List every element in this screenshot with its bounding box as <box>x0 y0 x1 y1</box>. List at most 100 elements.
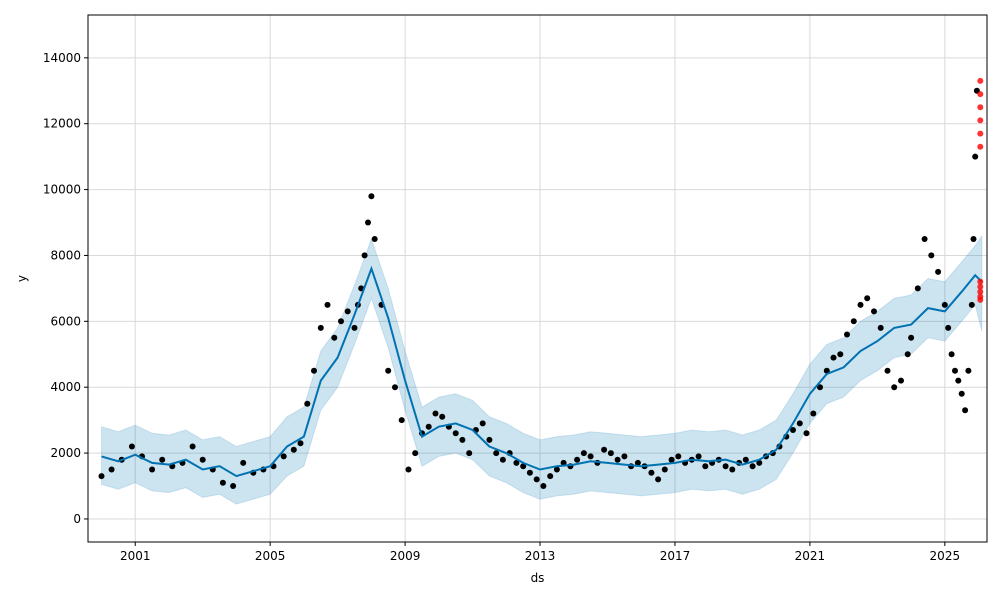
observed-point <box>898 377 904 384</box>
observed-point <box>742 456 749 463</box>
observed-point <box>540 483 547 489</box>
observed-point <box>547 473 554 480</box>
observed-point <box>371 236 378 242</box>
observed-point <box>520 463 527 470</box>
observed-point <box>311 367 317 374</box>
observed-point <box>601 446 608 453</box>
observed-point <box>240 459 247 466</box>
test-points <box>977 77 984 303</box>
y-tick-label: 4000 <box>50 380 81 394</box>
observed-point <box>432 410 439 417</box>
observed-point <box>499 456 506 463</box>
observed-point <box>466 450 473 457</box>
test-point <box>977 278 984 285</box>
forecast-line <box>101 265 983 478</box>
observed-point <box>351 324 358 331</box>
observed-point <box>908 334 915 341</box>
observed-point <box>729 466 736 473</box>
observed-point <box>702 463 709 470</box>
observed-point <box>823 367 830 374</box>
x-tick-label: 2017 <box>660 549 691 563</box>
observed-point <box>928 252 935 259</box>
observed-point <box>668 456 675 463</box>
observed-point <box>412 450 419 457</box>
observed-point <box>199 456 206 463</box>
observed-point <box>368 193 375 200</box>
test-point <box>977 77 984 84</box>
observed-point <box>945 324 952 331</box>
y-tick-label: 8000 <box>50 248 81 262</box>
observed-point <box>904 351 911 358</box>
observed-point <box>722 463 729 470</box>
observed-point <box>962 407 969 414</box>
observed-point <box>149 466 156 473</box>
x-tick-label: 2013 <box>525 549 556 563</box>
observed-point <box>392 384 398 391</box>
observed-point <box>871 308 877 315</box>
observed-point <box>128 443 135 450</box>
observed-point <box>864 295 871 302</box>
observed-point <box>837 351 844 358</box>
observed-point <box>533 476 540 483</box>
observed-point <box>398 417 405 424</box>
observed-point <box>655 476 662 483</box>
observed-point <box>219 479 226 486</box>
observed-point <box>189 443 196 450</box>
grid-lines <box>88 15 987 542</box>
observed-point <box>972 153 979 160</box>
observed-point <box>857 301 864 308</box>
observed-point <box>810 410 817 417</box>
y-tick-label: 14000 <box>43 51 81 65</box>
observed-point <box>749 463 756 470</box>
observed-point <box>621 453 628 460</box>
observed-point <box>955 377 962 384</box>
observed-point <box>891 384 898 391</box>
observed-point <box>560 459 567 466</box>
observed-point <box>425 423 432 430</box>
observed-point <box>297 440 304 447</box>
test-point <box>977 296 984 303</box>
observed-point <box>385 367 392 374</box>
observed-point <box>607 450 614 457</box>
x-tick-label: 2009 <box>390 549 421 563</box>
uncertainty-band <box>101 234 983 505</box>
observed-point <box>486 436 493 443</box>
observed-point <box>844 331 850 338</box>
observed-point <box>317 324 324 331</box>
observed-point <box>98 473 105 480</box>
observed-point <box>159 456 166 463</box>
observed-point <box>614 456 621 463</box>
observed-point <box>553 466 560 473</box>
observed-point <box>796 420 803 427</box>
observed-point <box>695 453 702 460</box>
observed-point <box>935 268 942 275</box>
observed-point <box>756 459 763 466</box>
observed-point <box>830 354 837 361</box>
test-point <box>977 104 984 111</box>
observed-point <box>921 236 928 242</box>
observed-point <box>965 367 972 374</box>
observed-point <box>803 430 810 437</box>
observed-point <box>587 453 594 460</box>
observed-point <box>493 450 500 457</box>
x-tick-label: 2025 <box>930 549 961 563</box>
observed-point <box>952 367 958 374</box>
observed-point <box>526 469 533 476</box>
observed-point <box>479 420 486 427</box>
observed-point <box>648 469 655 476</box>
observed-point <box>108 466 115 473</box>
test-point <box>977 283 984 290</box>
observed-point <box>850 318 857 325</box>
y-tick-label: 2000 <box>50 446 81 460</box>
observed-point <box>634 459 641 466</box>
observed-point <box>338 318 344 325</box>
observed-point <box>580 450 587 457</box>
observed-point <box>877 324 884 331</box>
observed-point <box>790 427 796 433</box>
observed-point <box>817 384 823 391</box>
plot-frame <box>87 14 988 543</box>
observed-point <box>304 400 311 407</box>
observed-point <box>968 301 975 308</box>
observed-point <box>280 453 287 460</box>
